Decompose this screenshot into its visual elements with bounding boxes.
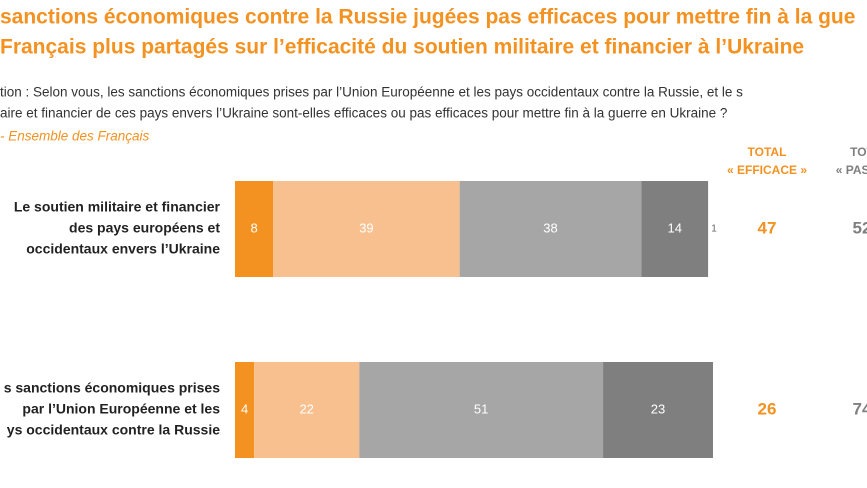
category-label: occidentaux envers l’Ukraine [26,241,220,257]
value-label: 14 [668,220,682,235]
bar-segment [273,181,460,277]
question: tion : Selon vous, les sanctions économi… [0,85,743,100]
value-label: 4 [241,401,248,416]
question: aire et financier de ces pays envers l’U… [0,106,727,121]
title: Français plus partagés sur l’efficacité … [0,36,804,59]
column-header: TOTAL [748,145,787,159]
category-label: Le soutien militaire et financier [14,199,221,215]
column-header: TOT [850,145,867,159]
value-label: 51 [474,401,488,416]
bar-segment [708,181,713,277]
total-value: 74 [853,399,867,418]
category-label: des pays européens et [69,220,220,236]
subtitle: - Ensemble des Français [0,129,150,144]
value-label: 22 [299,401,313,416]
bar-segment [235,181,274,277]
bar-segment [359,362,604,458]
value-label: 38 [543,220,557,235]
value-label: 8 [251,220,258,235]
title: sanctions économiques contre la Russie j… [0,6,855,29]
value-label: 1 [711,224,717,235]
total-value: 52 [853,218,867,237]
bar-segment [641,181,709,277]
category-label: par l’Union Européenne et les [22,401,220,417]
total-value: 26 [758,399,777,418]
column-header: « PAS EF [836,163,867,177]
bar-segment [459,181,642,277]
category-label: s sanctions économiques prises [4,380,221,396]
bar-segment [235,362,255,458]
value-label: 39 [359,220,373,235]
bar-segment [254,362,360,458]
total-value: 47 [758,218,777,237]
bar-segment [603,362,713,458]
column-header: « EFFICACE » [727,163,807,177]
value-label: 23 [651,401,665,416]
category-label: ys occidentaux contre la Russie [7,422,220,438]
